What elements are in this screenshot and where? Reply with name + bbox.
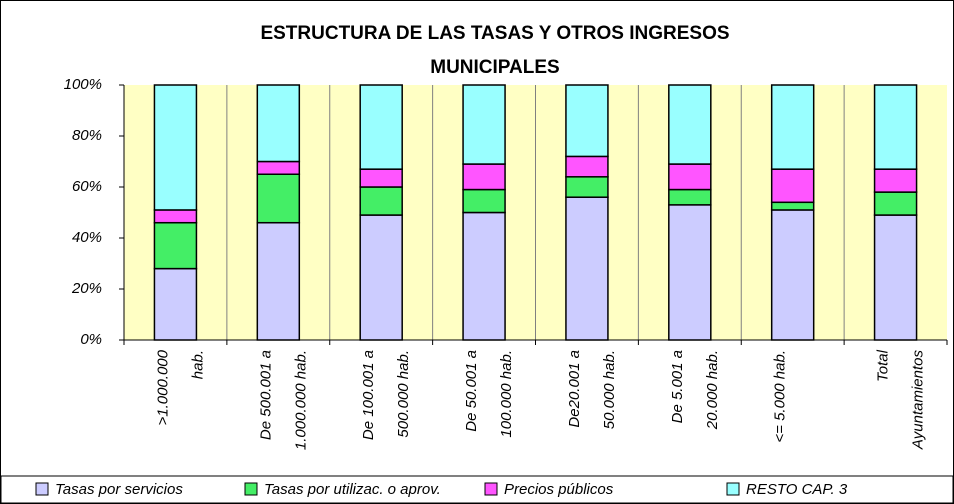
y-tick-label: 20% [71, 280, 102, 297]
legend-label: Tasas por utilizac. o aprov. [264, 481, 441, 498]
bar-segment [668, 163, 712, 191]
bar-segment [565, 196, 609, 341]
bar-segment [256, 160, 301, 175]
legend-swatch [35, 482, 49, 496]
bar-segment [565, 84, 609, 158]
x-tick-label: 100.000 hab. [498, 350, 515, 438]
x-tick-label: 1.000.000 hab. [292, 350, 309, 450]
bar-segment [153, 209, 198, 224]
bar-segment [770, 201, 815, 211]
bar-segment [770, 168, 815, 204]
y-tick-label: 80% [72, 127, 102, 144]
bar-segment [256, 221, 301, 341]
x-tick-label: De 100.001 a [360, 350, 377, 440]
bar-segment [770, 84, 815, 170]
legend-label: Tasas por servicios [55, 481, 183, 498]
x-tick-label: hab. [189, 350, 206, 379]
bar-segment [359, 168, 403, 188]
x-tick-label: De20.001 a [566, 350, 583, 428]
legend-swatch [244, 482, 258, 496]
bar-segment [668, 188, 712, 206]
bar-segment [462, 211, 506, 341]
x-tick-label: 20.000 hab. [704, 350, 721, 430]
legend-box [0, 475, 954, 504]
y-tick-label: 60% [72, 178, 102, 195]
x-tick-label: Total [875, 349, 892, 382]
y-tick-label: 0% [80, 331, 102, 348]
x-tick-label: De 500.001 a [257, 350, 274, 440]
x-tick-label: <= 5.000 hab. [772, 350, 789, 443]
legend-label: Precios públicos [504, 481, 614, 498]
bar-segment [873, 84, 918, 170]
x-tick-label: 500.000 hab. [395, 350, 412, 438]
chart-title: MUNICIPALES [430, 57, 559, 78]
bar-segment [668, 204, 712, 341]
bar-segment [153, 84, 198, 211]
legend-swatch [484, 482, 498, 496]
bar-segment [873, 214, 918, 341]
chart-title: ESTRUCTURA DE LAS TASAS Y OTROS INGRESOS [260, 23, 729, 44]
bar-segment [462, 163, 506, 191]
bar-segment [153, 267, 198, 341]
bar-segment [462, 188, 506, 214]
y-tick-label: 40% [72, 229, 102, 246]
bar-segment [873, 191, 918, 216]
x-tick-label: De 5.001 a [669, 350, 686, 423]
bar-segment [873, 168, 918, 193]
legend-swatch [726, 482, 740, 496]
bar-segment [462, 84, 506, 165]
y-tick-label: 100% [64, 76, 102, 93]
x-tick-label: De 50.001 a [463, 350, 480, 432]
x-tick-label: 50.000 hab. [601, 350, 618, 429]
legend-label: RESTO CAP. 3 [746, 481, 848, 498]
bar-segment [565, 155, 609, 178]
bar-segment [256, 173, 301, 224]
bar-segment [256, 84, 301, 163]
x-tick-label: Ayuntamientos [910, 350, 927, 451]
bar-segment [565, 176, 609, 198]
bar-segment [359, 84, 403, 170]
bar-segment [668, 84, 712, 165]
bar-segment [359, 214, 403, 341]
bar-segment [153, 221, 198, 270]
bar-segment [359, 186, 403, 216]
x-tick-label: >1.000.000 [154, 349, 171, 425]
bar-segment [770, 209, 815, 341]
